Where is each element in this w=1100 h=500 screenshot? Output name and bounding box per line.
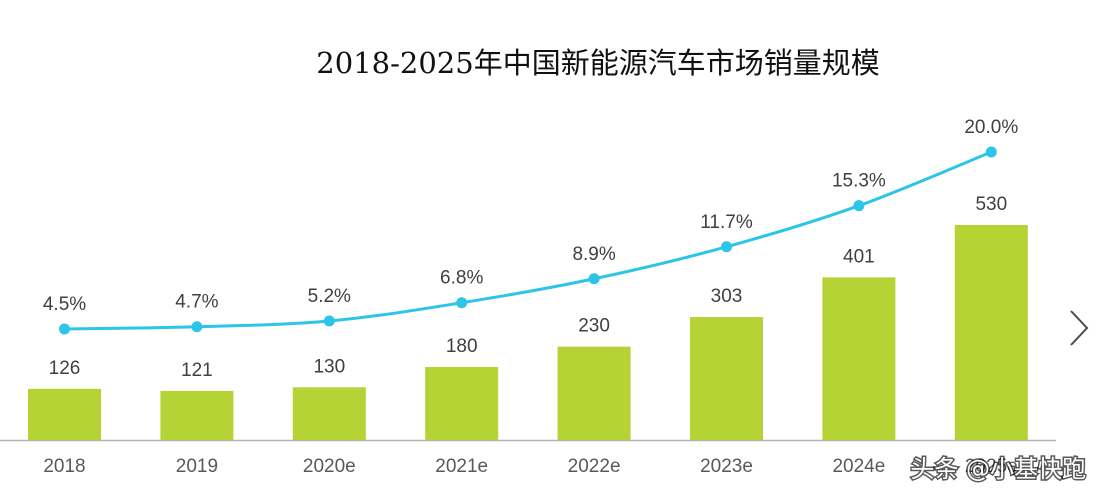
line-value-label: 11.7% — [700, 212, 753, 233]
bar — [557, 346, 631, 440]
line-point — [588, 273, 600, 285]
line-series: 4.5% 4.7% 5.2% 6.8% 8.9% 11.7% 15.3% 20.0% — [43, 117, 1018, 335]
bar — [954, 225, 1028, 440]
x-tick-label: 2024e — [832, 456, 885, 477]
x-tick-label: 2021e — [435, 456, 488, 477]
bar-value-label: 303 — [711, 286, 743, 307]
x-tick-label: 2023e — [700, 456, 753, 477]
bar-value-label: 121 — [181, 360, 213, 381]
watermark: 头条 @小基快跑 — [910, 455, 1086, 483]
bar — [28, 388, 101, 440]
next-button[interactable] — [1062, 303, 1096, 351]
line-point — [456, 297, 468, 309]
line-path — [64, 150, 992, 331]
x-tick-label: 2022e — [568, 456, 621, 477]
bar-series: 126 121 130 180 230 303 401 530 — [28, 194, 1028, 440]
line-value-label: 15.3% — [832, 171, 886, 192]
line-value-label: 20.0% — [964, 117, 1018, 138]
bar — [690, 317, 763, 440]
bar — [292, 387, 366, 440]
chevron-right-stroke — [1070, 310, 1089, 346]
line-value-label: 4.7% — [175, 292, 218, 313]
line-point — [721, 241, 732, 253]
bar — [425, 366, 499, 440]
x-tick-label: 2018 — [43, 456, 85, 477]
chart-title: 2018-2025年中国新能源汽车市场销量规模 — [316, 46, 879, 80]
x-tick-label: 2025e — [965, 456, 1018, 477]
line-value-label: 4.5% — [43, 294, 86, 315]
line-point — [191, 321, 203, 333]
bar-value-label: 530 — [975, 194, 1007, 215]
bar-value-label: 180 — [446, 336, 478, 357]
line-value-label: 8.9% — [572, 244, 615, 265]
line-point — [985, 146, 997, 158]
x-tick-label: 2020e — [303, 456, 356, 477]
x-axis-labels: 2018 2019 2020e 2021e 2022e 2023e 2024e 2025e — [43, 456, 1017, 477]
bar — [822, 277, 896, 440]
line-point — [853, 200, 865, 212]
bar — [160, 390, 234, 440]
chevron-right-icon[interactable] — [1062, 303, 1096, 351]
line-value-label: 5.2% — [308, 286, 351, 307]
bar-value-label: 126 — [49, 358, 81, 379]
line-point — [59, 323, 70, 335]
x-tick-label: 2019 — [176, 456, 218, 477]
bar-value-label: 230 — [578, 316, 610, 337]
bar-value-label: 130 — [313, 356, 345, 377]
bar-value-label: 401 — [843, 246, 875, 267]
line-point — [323, 315, 335, 327]
line-value-label: 6.8% — [440, 268, 483, 289]
